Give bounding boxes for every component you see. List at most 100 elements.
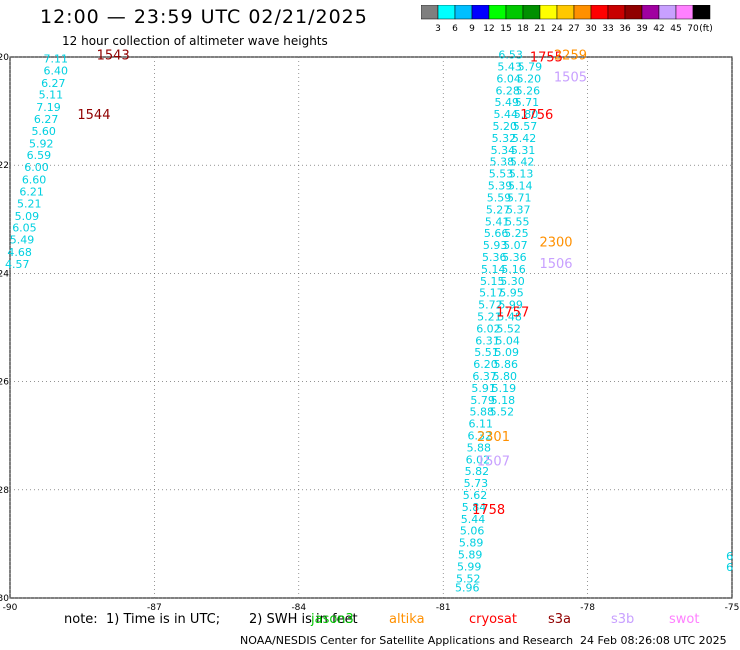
wave-height-point: 5.18 <box>491 394 516 407</box>
wave-height-point: 6.02 <box>476 322 501 335</box>
wave-height-point: 5.09 <box>494 346 519 359</box>
wave-height-point: 5.89 <box>458 549 483 562</box>
wave-height-point: 5.36 <box>502 251 527 264</box>
y-tick-label: -28 <box>0 486 9 496</box>
legend-item-jason3: jason3 <box>311 612 354 627</box>
wave-height-point: 6.04 <box>496 72 521 85</box>
note-swh: 2) SWH is in feet <box>249 612 358 627</box>
colorbar-unit: (ft) <box>699 24 713 34</box>
wave-height-point: 5.95 <box>499 287 524 300</box>
wave-height-point: 5.93 <box>483 239 508 252</box>
wave-height-point: 5.21 <box>17 197 42 210</box>
wave-height-point: 6.27 <box>34 113 59 126</box>
wave-height-point: 6.40 <box>43 64 68 77</box>
wave-height-point: 5.59 <box>487 191 512 204</box>
wave-height-point: 6.27 <box>41 77 66 90</box>
pass-time-label: 1757 <box>496 306 529 321</box>
wave-height-point: 6.53 <box>498 49 523 62</box>
wave-height-point: 6.60 <box>22 174 47 187</box>
wave-height-point: 5.42 <box>510 156 535 169</box>
wave-height-point: 5.49 <box>494 96 519 109</box>
wave-height-point: 5.44 <box>461 513 486 526</box>
wave-height-point: 5.15 <box>480 275 505 288</box>
page-title: 12:00 — 23:59 UTC 02/21/2025 <box>40 6 368 28</box>
wave-height-point: 5.88 <box>469 406 494 419</box>
wave-height-point: 5.82 <box>465 465 490 478</box>
wave-height-point: 6.21 <box>19 185 44 198</box>
x-tick-label: -75 <box>725 603 740 613</box>
wave-height-point: 5.60 <box>31 125 56 138</box>
colorbar-label: 12 <box>483 24 494 34</box>
colorbar-label: 42 <box>653 24 664 34</box>
colorbar-label: 36 <box>619 24 631 34</box>
wave-height-point: 6 <box>726 561 733 574</box>
colorbar-swatch <box>692 5 711 20</box>
pass-time-label: 1544 <box>77 108 110 123</box>
wave-height-point: 6.59 <box>27 149 52 162</box>
wave-height-point: 5.04 <box>495 334 520 347</box>
wave-height-point: 6.00 <box>24 161 49 174</box>
wave-height-point: 5.55 <box>505 215 530 228</box>
colorbar-label: 18 <box>517 24 529 34</box>
pass-time-label: 1506 <box>539 257 572 272</box>
wave-height-point: 5.52 <box>490 406 515 419</box>
wave-height-point: 4.57 <box>5 258 30 271</box>
wave-height-point: 5.17 <box>479 287 504 300</box>
colorbar-label: 3 <box>435 24 441 34</box>
wave-height-point: 5.73 <box>464 477 489 490</box>
wave-height-point: 5.79 <box>518 61 543 74</box>
wave-height-point: 5.80 <box>493 370 518 383</box>
wave-height-point: 5.25 <box>504 227 529 240</box>
wave-height-point: 5.14 <box>481 263 506 276</box>
wave-height-point: 5.09 <box>15 210 40 223</box>
note-time: 1) Time is in UTC; <box>106 612 221 627</box>
wave-height-point: 6.05 <box>12 222 37 235</box>
colorbar-label: 70 <box>687 24 699 34</box>
legend-item-cryosat: cryosat <box>469 612 517 627</box>
wave-height-point: 5.19 <box>492 382 517 395</box>
wave-height-point: 5.37 <box>506 203 531 216</box>
wave-height-point: 5.36 <box>482 251 507 264</box>
wave-height-point: 5.20 <box>517 72 542 85</box>
wave-height-point: 5.71 <box>515 96 540 109</box>
pass-time-label: 1755 <box>530 50 563 65</box>
wave-height-point: 5.66 <box>484 227 509 240</box>
legend-item-s3b: s3b <box>611 612 635 627</box>
wave-height-point: 5.13 <box>509 168 534 181</box>
wave-height-point: 5.41 <box>485 215 510 228</box>
pass-time-label: 1507 <box>477 454 510 469</box>
wave-height-point: 5.49 <box>10 234 35 247</box>
wave-height-point: 5.99 <box>457 560 482 573</box>
colorbar-label: 45 <box>670 24 681 34</box>
legend-item-altika: altika <box>389 612 425 627</box>
wave-height-point: 5.30 <box>500 275 525 288</box>
wave-height-point: 5.14 <box>508 180 533 193</box>
y-tick-label: -22 <box>0 161 9 171</box>
colorbar-label: 30 <box>585 24 597 34</box>
wave-height-point: 5.07 <box>503 239 528 252</box>
wave-height-point: 5.99 <box>498 299 523 312</box>
y-tick-label: -26 <box>0 378 9 388</box>
colorbar-label: 21 <box>534 24 545 34</box>
credit-text: NOAA/NESDIS Center for Satellite Applica… <box>240 634 574 647</box>
wave-height-point: 5.71 <box>507 191 532 204</box>
wave-height-point: 5.31 <box>511 144 536 157</box>
generation-timestamp: 24 Feb 08:26:08 UTC 2025 <box>580 634 727 647</box>
wave-height-point: 7.19 <box>36 101 61 114</box>
x-tick-label: -78 <box>580 603 595 613</box>
wave-height-point: 5.57 <box>513 120 538 133</box>
wave-height-point: 5.52 <box>456 572 481 585</box>
x-tick-label: -81 <box>436 603 451 613</box>
pass-time-label: 2259 <box>554 49 587 64</box>
wave-height-point: 5.52 <box>496 322 521 335</box>
wave-height-point: 6.02 <box>466 453 491 466</box>
colorbar-label: 33 <box>602 24 613 34</box>
wave-height-point: 5.79 <box>470 394 495 407</box>
wave-height-point: 5.38 <box>490 156 515 169</box>
wave-height-point: 5.72 <box>478 299 503 312</box>
wave-height-point: 5.26 <box>516 84 541 97</box>
wave-height-point: 5.84 <box>462 501 487 514</box>
pass-time-label: 2300 <box>539 235 572 250</box>
wave-height-point: 5.88 <box>467 441 492 454</box>
